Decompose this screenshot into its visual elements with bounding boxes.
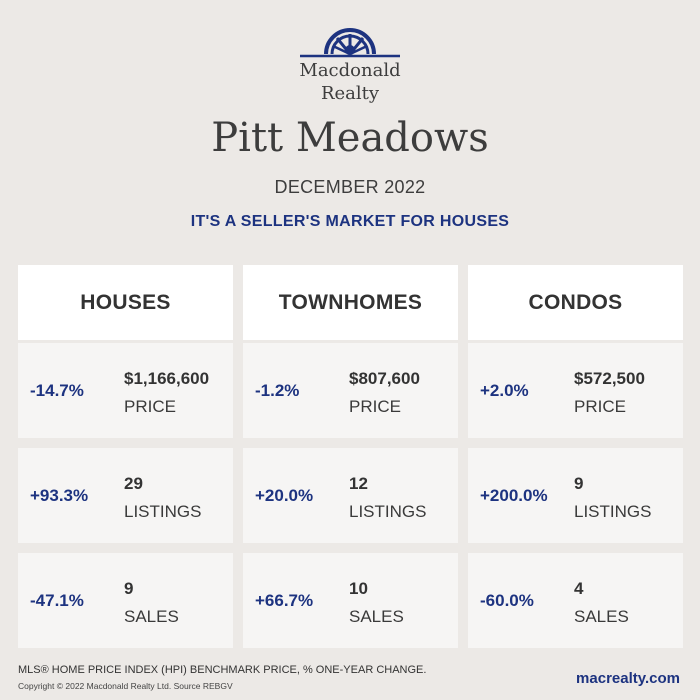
listings-label: LISTINGS — [574, 502, 652, 521]
sales-stat-card: +66.7% 10 SALES — [243, 553, 458, 648]
sales-label: SALES — [124, 607, 179, 626]
price-value: $572,500 — [574, 369, 645, 388]
hpi-footnote: MLS® HOME PRICE INDEX (HPI) BENCHMARK PR… — [18, 664, 427, 676]
listings-label: LISTINGS — [124, 502, 202, 521]
price-label: PRICE — [124, 397, 176, 416]
listings-label: LISTINGS — [349, 502, 427, 521]
listings-value: 12 — [349, 474, 368, 493]
price-label: PRICE — [349, 397, 401, 416]
column-header: CONDOS — [468, 265, 683, 340]
listings-stat-card: +93.3% 29 LISTINGS — [18, 448, 233, 543]
sales-label: SALES — [574, 607, 629, 626]
website-link[interactable]: macrealty.com — [576, 670, 680, 687]
column-header: TOWNHOMES — [243, 265, 458, 340]
sales-label: SALES — [349, 607, 404, 626]
sales-value: 9 — [124, 579, 134, 598]
brand-name-line2: Realty — [320, 83, 380, 104]
price-change: +2.0% — [480, 381, 529, 400]
sales-change: +66.7% — [255, 591, 314, 610]
report-date: DECEMBER 2022 — [274, 177, 426, 197]
listings-change: +200.0% — [480, 486, 548, 505]
listings-change: +20.0% — [255, 486, 314, 505]
page-title: Pitt Meadows — [211, 115, 489, 161]
macdonald-realty-logo-icon — [300, 28, 400, 58]
price-change: -14.7% — [30, 381, 84, 400]
sales-change: -60.0% — [480, 591, 534, 610]
sales-stat-card: -47.1% 9 SALES — [18, 553, 233, 648]
listings-stat-card: +20.0% 12 LISTINGS — [243, 448, 458, 543]
listings-change: +93.3% — [30, 486, 89, 505]
market-headline: IT'S A SELLER'S MARKET FOR HOUSES — [190, 213, 510, 230]
column-header: HOUSES — [18, 265, 233, 340]
brand-name-line1: Macdonald — [299, 60, 401, 81]
price-stat-card: +2.0% $572,500 PRICE — [468, 343, 683, 438]
price-value: $1,166,600 — [124, 369, 210, 388]
listings-value: 29 — [124, 474, 143, 493]
listings-value: 9 — [574, 474, 584, 493]
price-change: -1.2% — [255, 381, 300, 400]
sales-value: 10 — [349, 579, 368, 598]
listings-stat-card: +200.0% 9 LISTINGS — [468, 448, 683, 543]
sales-change: -47.1% — [30, 591, 84, 610]
price-value: $807,600 — [349, 369, 420, 388]
copyright-text: Copyright © 2022 Macdonald Realty Ltd. S… — [18, 681, 233, 691]
price-stat-card: -1.2% $807,600 PRICE — [243, 343, 458, 438]
price-stat-card: -14.7% $1,166,600 PRICE — [18, 343, 233, 438]
price-label: PRICE — [574, 397, 626, 416]
sales-stat-card: -60.0% 4 SALES — [468, 553, 683, 648]
sales-value: 4 — [574, 579, 584, 598]
